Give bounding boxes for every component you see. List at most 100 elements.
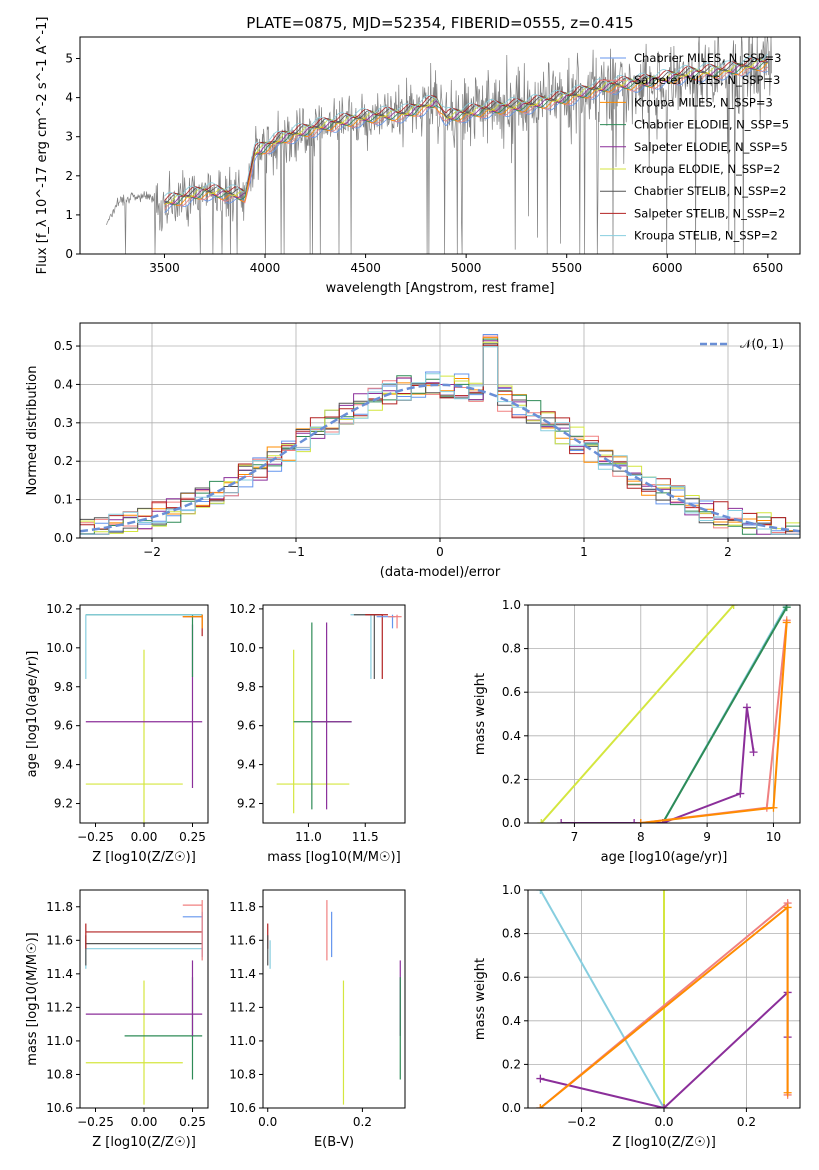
y-tick-label: 5 [65, 52, 73, 66]
mass_vs_ebv-plot-area [267, 900, 401, 1105]
mass-weight-point [742, 703, 751, 712]
y-tick-label: 9.8 [237, 680, 256, 694]
legend-entry: 𝒩(0, 1) [740, 337, 784, 351]
y-tick-label: 0.5 [54, 339, 73, 353]
y-tick-label: 11.8 [46, 900, 73, 914]
legend-entry: Kroupa MILES, N_SSP=3 [634, 95, 773, 109]
y-tick-label: 11.4 [46, 967, 73, 981]
y-tick-label: 2 [65, 169, 73, 183]
x-tick-label: 0.00 [131, 830, 158, 844]
mass-weight-series-line [561, 707, 755, 823]
x-axis-label: E(B-V) [314, 1135, 354, 1150]
x-tick-label: 5500 [551, 261, 582, 275]
y-tick-label: 0.0 [54, 531, 73, 545]
x-tick-label: 7 [571, 830, 579, 844]
legend-entry: Chabrier MILES, N_SSP=3 [634, 51, 781, 65]
y-tick-label: 0.2 [502, 1057, 521, 1071]
x-tick-label: 0.2 [737, 1115, 756, 1129]
y-tick-label: 4 [65, 91, 73, 105]
mass-weight-point [536, 1104, 545, 1108]
x-tick-label: 9 [703, 830, 711, 844]
mass_weight_vs_metallicity-frame-group: −0.2 0.0 0.2 0.0 0.2 0.4 0.6 0.8 1.0 Z [log10(Z/Z… [473, 883, 801, 1150]
x-tick-label: 11.0 [295, 830, 322, 844]
age_vs_mass-plot-area [276, 614, 402, 814]
y-axis-label: age [log10(age/yr)] [25, 651, 40, 778]
mass-weight-point [783, 1088, 792, 1097]
x-axis-label: age [log10(age/yr)] [601, 850, 728, 865]
x-tick-label: 6500 [753, 261, 784, 275]
y-tick-label: 11.6 [229, 933, 256, 947]
x-tick-label: 3500 [149, 261, 180, 275]
model-spectrum-line [164, 59, 769, 205]
mass_vs_metallicity-frame-group: −0.25 0.00 0.25 10.6 10.8 11.0 11.2 11.4 11.6 11.… [25, 889, 209, 1150]
mass-weight-series-line [661, 606, 788, 823]
mass-weight-point [536, 1074, 545, 1083]
mass-weight-point [782, 618, 791, 627]
x-tick-label: 11.5 [352, 830, 379, 844]
age_vs_metallicity-axes [85, 614, 203, 823]
mass_vs_ebv-frame [262, 889, 406, 1109]
plot-layer: 3500 4000 4500 5000 5500 6000 6500 0 1 2 3 4 5 wavele… [25, 17, 801, 1150]
age_vs_mass-axes [276, 614, 402, 814]
y-tick-label: 0.6 [502, 685, 521, 699]
age_vs_mass-frame [262, 604, 406, 824]
mass-weight-point [783, 903, 792, 912]
y-axis-label: mass weight [473, 673, 488, 755]
x-tick-label: −0.2 [567, 1115, 596, 1129]
y-tick-label: 0.0 [502, 816, 521, 830]
y-tick-label: 0.2 [502, 772, 521, 786]
y-tick-label: 10.0 [46, 641, 73, 655]
x-tick-label: 0.25 [179, 1115, 206, 1129]
legend-entry: Kroupa STELIB, N_SSP=2 [634, 229, 778, 243]
mass-weight-point [729, 605, 738, 609]
y-tick-label: 9.6 [237, 719, 256, 733]
y-tick-label: 11.2 [46, 1000, 73, 1014]
y-axis-label: Flux [f_λ 10^-17 erg cm^-2 s^-1 A^-1] [35, 17, 50, 275]
mass-weight-point [630, 819, 639, 823]
y-tick-label: 0.8 [502, 927, 521, 941]
x-tick-label: 5000 [451, 261, 482, 275]
y-tick-label: 9.4 [237, 758, 256, 772]
age_vs_metallicity-frame-group: −0.25 0.00 0.25 9.2 9.4 9.6 9.8 10.0 10.2 Z [log1… [25, 602, 209, 865]
residuals-frame-group: −2 −1 0 1 2 0.0 0.1 0.2 0.3 0.4 0.5 (data-model)/er… [25, 322, 801, 580]
y-tick-label: 0.1 [54, 493, 73, 507]
mass-weight-point [769, 803, 778, 812]
mass-weight-point [660, 890, 668, 894]
y-tick-label: 10.2 [229, 602, 256, 616]
spectrum-legend: Chabrier MILES, N_SSP=3 Salpeter MILES, N… [600, 51, 789, 243]
y-tick-label: 10.2 [46, 602, 73, 616]
mass_weight_vs_age-frame [527, 604, 801, 824]
legend-entry: Chabrier ELODIE, N_SSP=5 [634, 118, 789, 132]
y-tick-label: 9.4 [54, 758, 73, 772]
spectrum-axes [105, 37, 772, 254]
y-tick-label: 3 [65, 130, 73, 144]
model-spectrum-line [164, 57, 768, 204]
mass-weight-series-line [539, 890, 665, 1108]
mass_weight_vs_age-frame-group: 7 8 9 10 0.0 0.2 0.4 0.6 0.8 1.0 age [log10(age/yr… [473, 598, 801, 865]
mass_weight_vs_metallicity-axes [528, 889, 800, 1109]
mass-weight-point [536, 890, 545, 894]
residuals-axes [80, 323, 800, 539]
y-tick-label: 1.0 [502, 883, 521, 897]
y-axis-label: mass weight [473, 958, 488, 1040]
mass-weight-point [537, 819, 546, 823]
y-tick-label: 11.8 [229, 900, 256, 914]
y-tick-label: 11.4 [229, 967, 256, 981]
mass_vs_ebv-frame-group: 0.0 0.2 10.6 10.8 11.0 11.2 11.4 11.6 11.8 E(B-V) [229, 889, 406, 1150]
x-tick-label: 1 [580, 545, 588, 559]
mass_vs_ebv-axes [267, 900, 401, 1105]
x-tick-label: 6000 [652, 261, 683, 275]
spectrum-frame-group: 3500 4000 4500 5000 5500 6000 6500 0 1 2 3 4 5 wavele… [35, 17, 801, 296]
x-tick-label: −0.25 [77, 1115, 114, 1129]
x-tick-label: 4000 [250, 261, 281, 275]
mass_vs_metallicity-axes [85, 900, 203, 1105]
residual-histogram-step [80, 346, 800, 535]
y-axis-label: mass [log10(M/M☉)] [25, 932, 40, 1065]
y-tick-label: 0.6 [502, 970, 521, 984]
x-axis-label: Z [log10(Z/Z☉)] [92, 1135, 196, 1150]
x-axis-label: (data-model)/error [380, 565, 501, 580]
y-tick-label: 1 [65, 208, 73, 222]
y-tick-label: 11.0 [46, 1034, 73, 1048]
y-tick-label: 0 [65, 247, 73, 261]
mass-weight-series-line [540, 605, 735, 823]
